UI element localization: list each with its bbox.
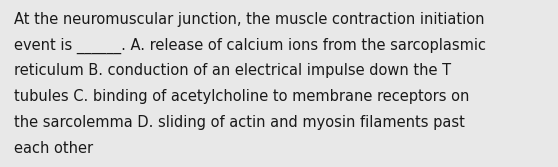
Text: At the neuromuscular junction, the muscle contraction initiation: At the neuromuscular junction, the muscl… [14,12,484,27]
Text: event is ______. A. release of calcium ions from the sarcoplasmic: event is ______. A. release of calcium i… [14,38,486,54]
Text: each other: each other [14,141,93,156]
Text: reticulum B. conduction of an electrical impulse down the T: reticulum B. conduction of an electrical… [14,63,451,78]
Text: tubules C. binding of acetylcholine to membrane receptors on: tubules C. binding of acetylcholine to m… [14,89,469,104]
Text: the sarcolemma D. sliding of actin and myosin filaments past: the sarcolemma D. sliding of actin and m… [14,115,465,130]
